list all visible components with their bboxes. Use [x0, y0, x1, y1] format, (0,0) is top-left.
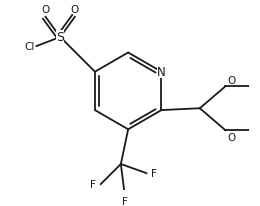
- Text: O: O: [71, 5, 79, 15]
- Text: F: F: [122, 197, 127, 206]
- Text: N: N: [157, 66, 166, 79]
- Text: O: O: [41, 5, 50, 15]
- Text: F: F: [90, 179, 96, 189]
- Text: O: O: [228, 132, 236, 142]
- Text: F: F: [151, 168, 157, 178]
- Text: Cl: Cl: [24, 42, 34, 52]
- Text: S: S: [56, 31, 64, 44]
- Text: O: O: [228, 76, 236, 85]
